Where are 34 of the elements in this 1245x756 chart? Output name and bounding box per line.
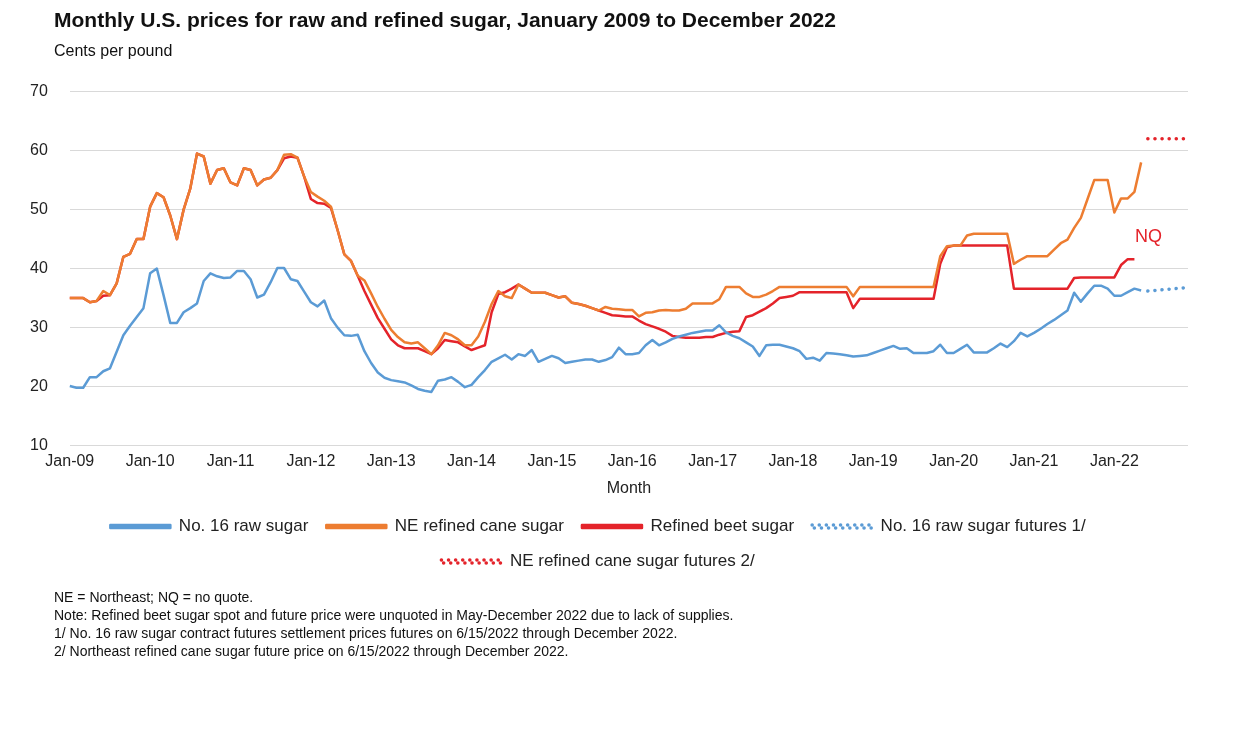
x-tick-label: Jan-09 [45,451,95,469]
y-tick-label: 60 [30,141,48,159]
legend-label: NE refined cane sugar futures 2/ [509,551,755,571]
annotation: NQ [1134,226,1162,247]
x-tick-label: Jan-10 [125,451,175,469]
x-tick-label: Jan-21 [1009,451,1059,469]
x-tick-label: Jan-19 [848,451,898,469]
text: 2/ Northeast refined cane sugar future price on 6/15/2022 through December 2022. [54,642,570,660]
legend-label: No. 16 raw sugar futures 1/ [880,516,1086,536]
y-tick-label: 20 [30,377,48,395]
y-tick-label: 10 [30,436,48,454]
x-tick-label: Jan-14 [447,451,497,469]
legend-label: Refined beet sugar [650,516,795,536]
x-tick-label: Jan-15 [527,451,577,469]
x-tick-label: Jan-13 [366,451,416,469]
x-tick-label: Jan-12 [286,451,336,469]
legend-label: No. 16 raw sugar [178,516,309,536]
y-tick-label: 30 [30,318,48,336]
text: Note: Refined beet sugar spot and future price were unquoted in May-December 2022 due to lack of supplies. [54,606,735,624]
x-tick-label: Jan-22 [1089,451,1139,469]
chart-title: Monthly U.S. prices for raw and refined sugar, January 2009 to December 2022 [54,8,837,32]
y-tick-label: 50 [30,200,48,218]
x-tick-label: Jan-11 [206,451,255,469]
y-tick-label: 70 [30,82,48,100]
x-tick-label: Jan-17 [688,451,738,469]
y-axis-title: Cents per pound [54,42,174,60]
y-tick-label: 40 [30,259,48,277]
legend-label: NE refined cane sugar [394,516,565,536]
text: NE = Northeast; NQ = no quote. [54,588,255,606]
text: 1/ No. 16 raw sugar contract futures settlement prices futures on 6/15/2022 through December 2022. [54,624,679,642]
x-tick-label: Jan-16 [607,451,657,469]
x-tick-label: Jan-18 [768,451,818,469]
x-axis-title: Month [606,478,652,496]
x-tick-label: Jan-20 [929,451,979,469]
